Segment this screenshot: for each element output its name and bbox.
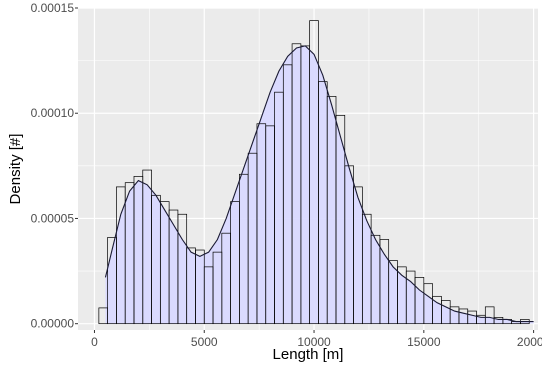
y-axis-title: Density [#]: [7, 134, 24, 205]
y-tick-label: 0.00010: [31, 106, 75, 120]
histogram-bar: [484, 306, 495, 325]
x-tick-label: 0: [91, 335, 98, 349]
histogram-bars: [98, 20, 530, 325]
x-axis-title: Length [m]: [273, 346, 344, 363]
y-tick-label: 0.00005: [31, 211, 75, 225]
y-tick-label: 0.00015: [31, 1, 75, 15]
x-tick-label: 10000: [297, 335, 331, 349]
density-curve-line: [104, 45, 534, 323]
x-tick-label: 5000: [191, 335, 218, 349]
x-tick-label: 15000: [407, 335, 441, 349]
y-tick-label: 0.00000: [31, 317, 75, 331]
density-curve-area: [105, 45, 534, 324]
